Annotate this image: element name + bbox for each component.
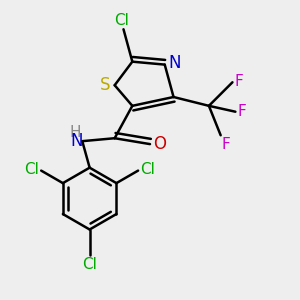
Text: Cl: Cl	[115, 13, 130, 28]
Text: Cl: Cl	[140, 162, 155, 177]
Text: N: N	[168, 54, 181, 72]
Text: S: S	[100, 76, 110, 94]
Text: N: N	[70, 132, 83, 150]
Text: H: H	[70, 125, 81, 140]
Text: O: O	[154, 134, 166, 152]
Text: F: F	[238, 104, 247, 119]
Text: Cl: Cl	[24, 162, 39, 177]
Text: F: F	[221, 137, 230, 152]
Text: Cl: Cl	[82, 257, 97, 272]
Text: F: F	[235, 74, 244, 89]
